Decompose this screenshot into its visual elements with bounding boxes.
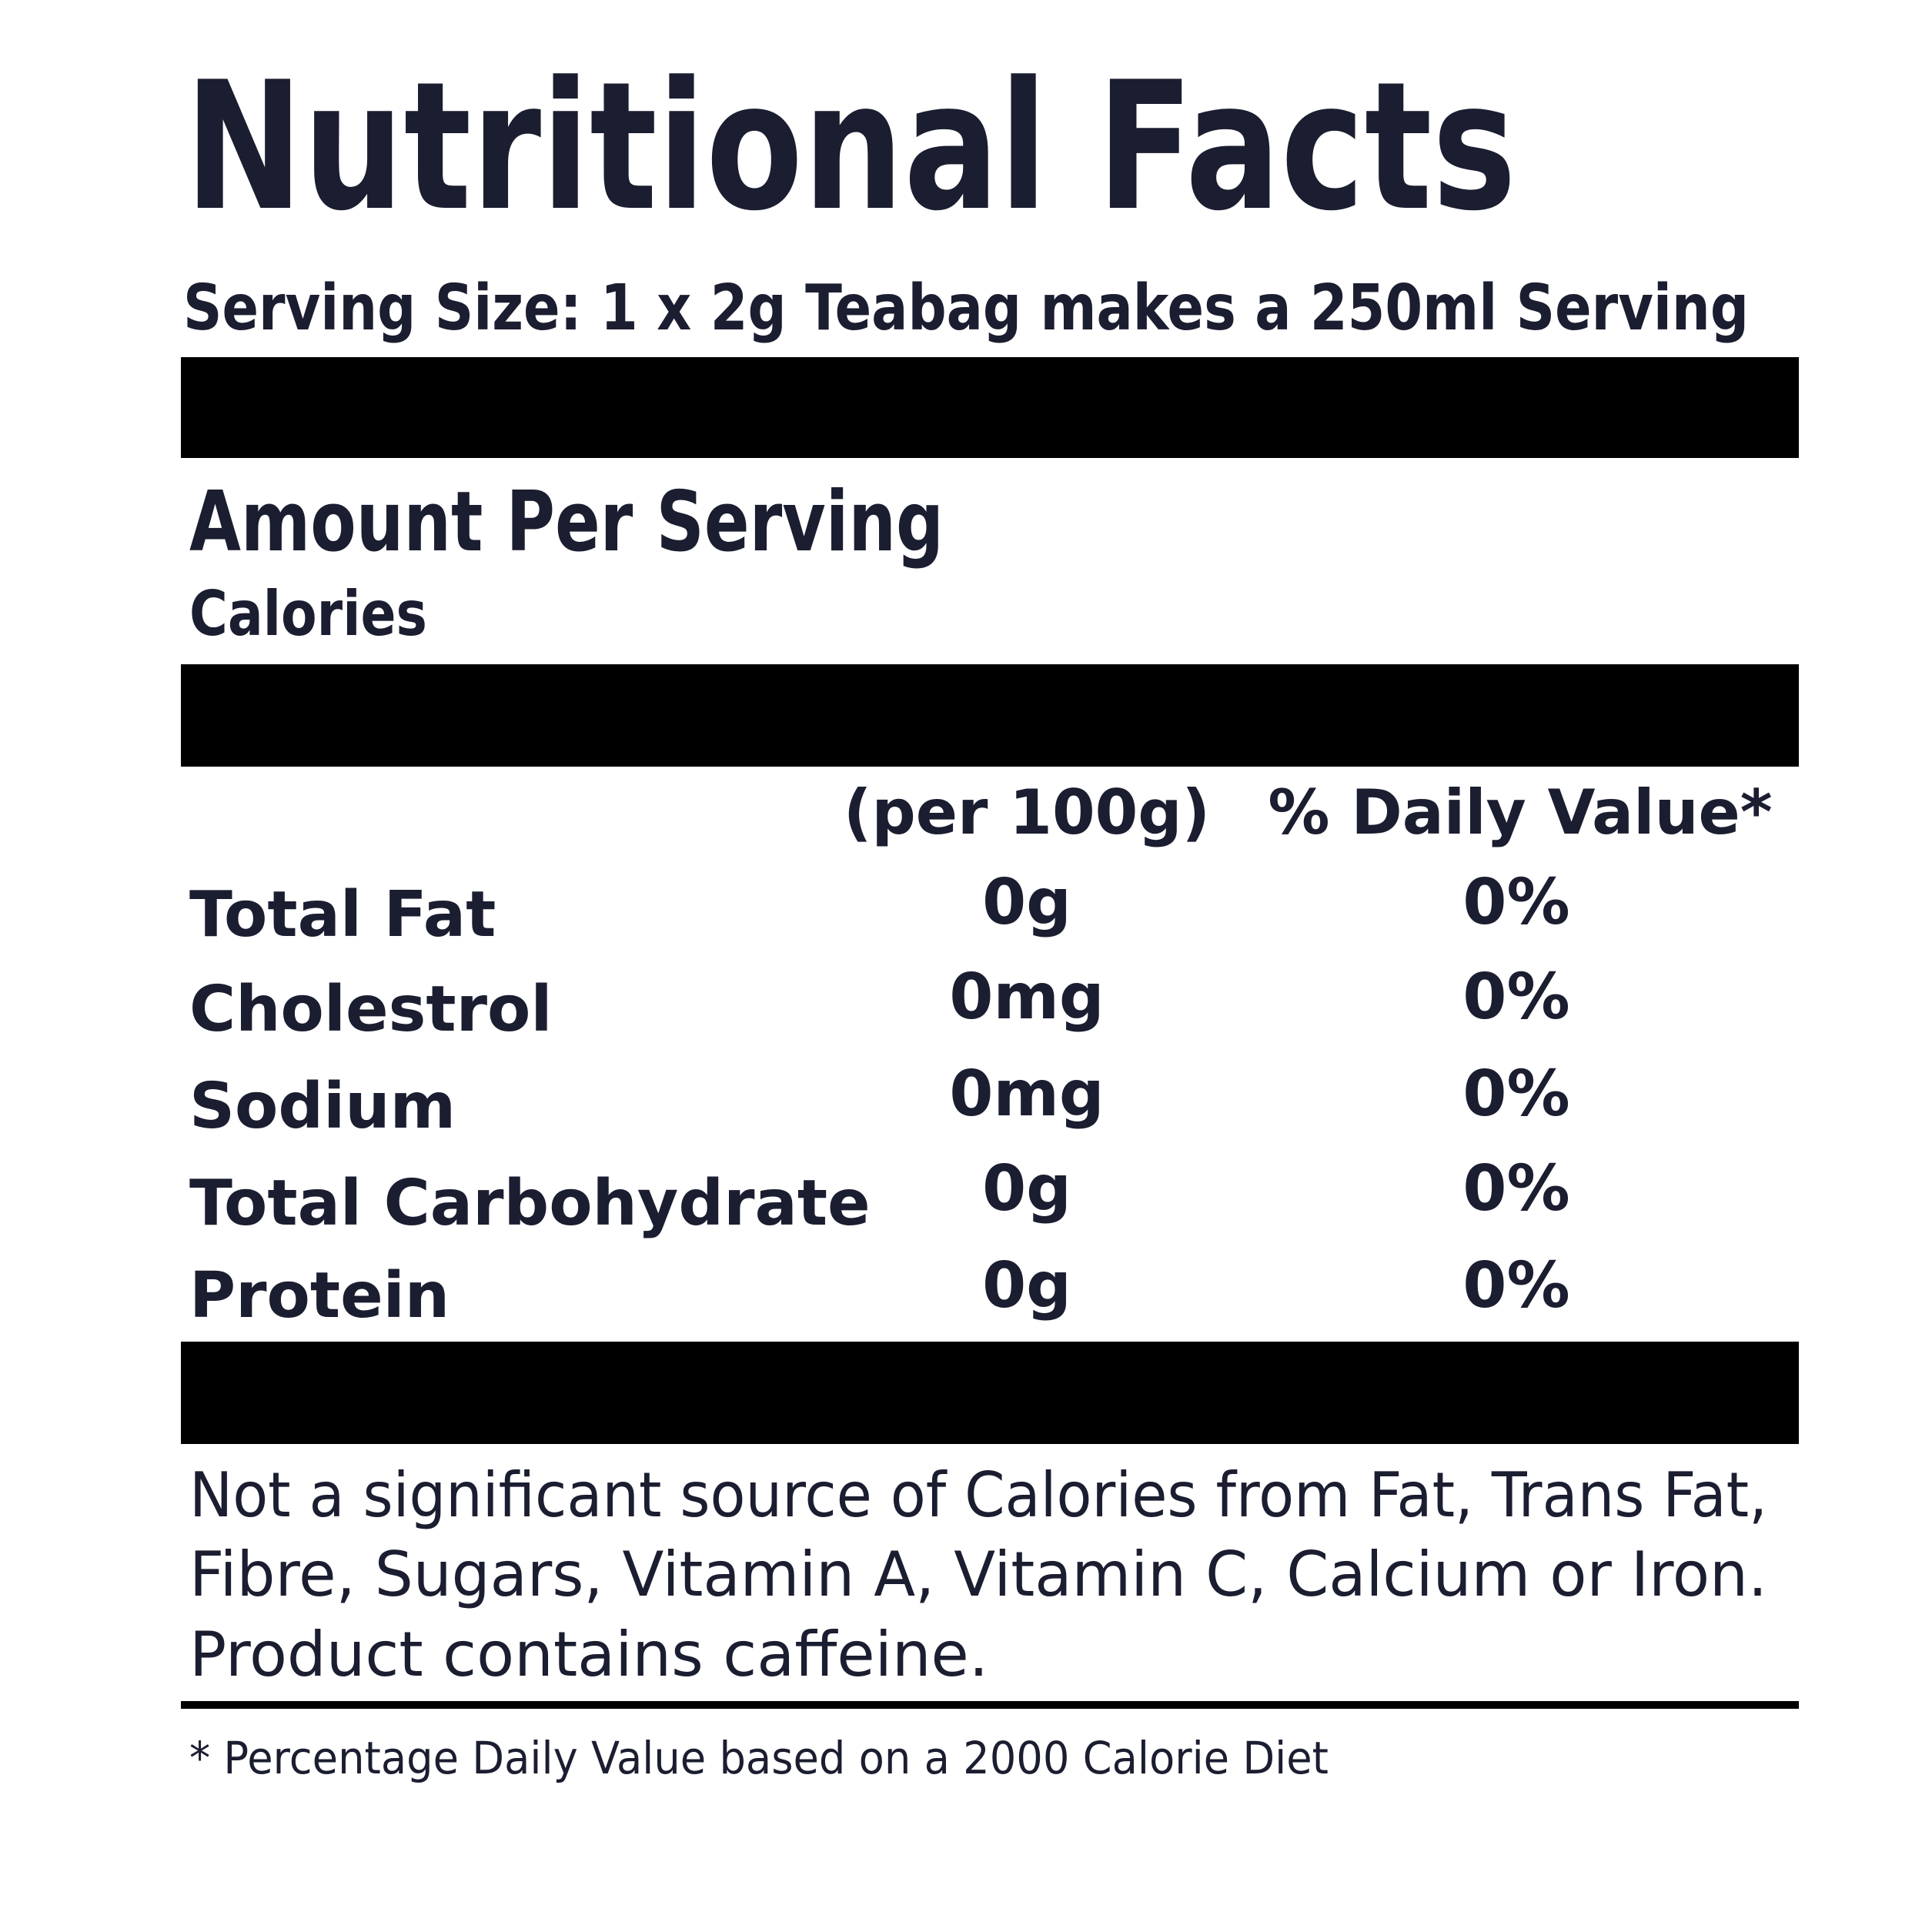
nutrient-name: Total Fat xyxy=(189,878,496,951)
column-header: (per 100g) xyxy=(844,777,1210,848)
calories-label: Calories xyxy=(189,578,427,650)
daily-value: 0% xyxy=(1462,1152,1569,1225)
note-line: Product contains caffeine. xyxy=(189,1619,988,1690)
nutrient-name: Total Carbohydrate xyxy=(189,1167,871,1240)
daily-value: 0% xyxy=(1462,1058,1569,1131)
divider-bar xyxy=(181,664,1799,767)
footnote: * Percentage Daily Value based on a 2000… xyxy=(189,1732,1329,1784)
nutrient-name: Sodium xyxy=(189,1070,456,1143)
column-header: % Daily Value* xyxy=(1268,777,1772,848)
divider-line xyxy=(181,1701,1799,1709)
divider-bar xyxy=(181,357,1799,458)
nutrient-amount: 0mg xyxy=(949,1058,1104,1131)
nutrient-amount: 0mg xyxy=(949,961,1104,1034)
nutrient-amount: 0g xyxy=(982,1249,1071,1322)
amount-heading: Amount Per Serving xyxy=(189,474,944,570)
nutrient-name: Protein xyxy=(189,1259,450,1332)
note-line: Fibre, Sugars, Vitamin A, Vitamin C, Cal… xyxy=(189,1539,1767,1610)
note-line: Not a significant source of Calories fro… xyxy=(189,1459,1767,1531)
serving-size: Serving Size: 1 x 2g Teabag makes a 250m… xyxy=(183,272,1749,345)
nutrient-amount: 0g xyxy=(982,866,1071,939)
nutrient-name: Cholestrol xyxy=(189,973,553,1046)
divider-bar xyxy=(181,1342,1799,1444)
daily-value: 0% xyxy=(1462,961,1569,1034)
daily-value: 0% xyxy=(1462,866,1569,939)
daily-value: 0% xyxy=(1462,1249,1569,1322)
title: Nutritional Facts xyxy=(185,45,1516,250)
nutrient-amount: 0g xyxy=(982,1152,1071,1225)
